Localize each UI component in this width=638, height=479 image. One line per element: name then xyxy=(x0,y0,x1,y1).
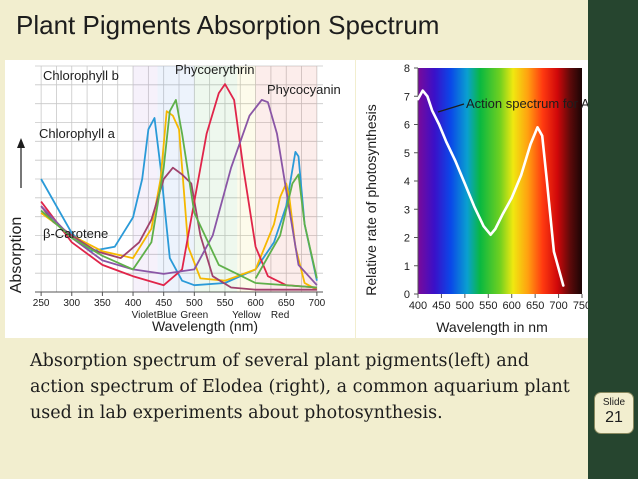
x-tick-label: 350 xyxy=(94,298,111,309)
x-tick-label: 500 xyxy=(186,298,203,309)
action-series xyxy=(416,89,565,287)
x-tick-label: 650 xyxy=(278,298,295,309)
x-tick-label: 700 xyxy=(309,298,326,309)
y-tick-label: 2 xyxy=(404,233,410,245)
series-line-chlorophyll-a xyxy=(40,117,318,287)
slide-badge-number: 21 xyxy=(605,409,623,426)
absorption-y-arrow-head xyxy=(17,138,25,148)
color-band-label: Yellow xyxy=(232,310,261,321)
series-line-chlorophyll-b xyxy=(40,110,318,291)
absorption-x-label: Wavelength (nm) xyxy=(152,318,258,334)
x-tick-label: 400 xyxy=(125,298,142,309)
action-ticks: 0 1 2 3 4 5 6 7 8 400 450 500 550 600 650 700 750 xyxy=(404,63,588,312)
y-tick-label: 1 xyxy=(404,261,410,273)
series-line-unlabeled-5 xyxy=(40,99,317,289)
x-tick-label: 600 xyxy=(503,300,521,312)
y-tick-label: 7 xyxy=(404,91,410,103)
x-tick-label: 300 xyxy=(63,298,80,309)
x-tick-label: 250 xyxy=(33,298,50,309)
y-tick-label: 6 xyxy=(404,120,410,132)
absorption-series xyxy=(40,83,318,291)
x-tick-label: 550 xyxy=(217,298,234,309)
action-x-label: Wavelength in nm xyxy=(436,319,548,335)
x-tick-label: 400 xyxy=(409,300,427,312)
x-tick-label: 600 xyxy=(247,298,264,309)
color-band-label: Green xyxy=(180,310,208,321)
x-tick-label: 550 xyxy=(479,300,497,312)
absorption-color-band-red xyxy=(255,66,317,292)
y-tick-label: 3 xyxy=(404,204,410,216)
action-y-label: Relative rate of photosynthesis xyxy=(363,104,379,295)
color-band-label: Blue xyxy=(157,310,177,321)
series-label-phycocyanin: Phycocyanin xyxy=(267,82,341,97)
x-tick-label: 450 xyxy=(432,300,450,312)
color-band-label: Violet xyxy=(132,310,157,321)
annotation-arrow xyxy=(437,103,465,113)
x-tick-label: 450 xyxy=(155,298,172,309)
absorption-color-band-violet xyxy=(133,66,158,292)
slide-caption: Absorption spectrum of several plant pig… xyxy=(30,351,570,423)
y-tick-label: 4 xyxy=(404,176,410,188)
absorption-grid xyxy=(35,65,323,293)
color-band-label: Red xyxy=(271,310,289,321)
y-tick-label: 5 xyxy=(404,148,410,160)
x-tick-label: 750 xyxy=(573,300,588,312)
absorption-y-label: Absorption xyxy=(8,217,25,294)
action-spectrum-chart: 0 1 2 3 4 5 6 7 8 400 450 500 550 600 650 700 750 Action… xyxy=(356,60,588,338)
series-line-unlabeled-6 xyxy=(254,173,318,279)
absorption-color-band-yellow xyxy=(237,66,256,292)
slide-badge-label: Slide xyxy=(602,397,626,408)
slide-title: Plant Pigments Absorption Spectrum xyxy=(16,10,440,40)
series-label-chlorophyll-a: Chlorophyll a xyxy=(39,126,116,141)
series-label-chlorophyll-b: Chlorophyll b xyxy=(43,68,119,83)
series-line-carotene xyxy=(40,166,317,291)
y-tick-label: 0 xyxy=(404,289,410,301)
absorption-x-ticks: 250 300 350 400 450 500 550 600 650 700 Violet Blue… xyxy=(33,292,326,321)
series-line-phycocyanin xyxy=(40,99,318,286)
y-tick-label: 8 xyxy=(404,63,410,75)
series-line-phycoerythrin xyxy=(40,83,317,289)
slide-number-badge: Slide 21 xyxy=(594,392,634,434)
action-spectrum-line xyxy=(416,89,565,287)
action-annotation: Action spectrum for Anacharis sp. xyxy=(466,96,588,111)
x-tick-label: 500 xyxy=(456,300,474,312)
absorption-chart: 250 300 350 400 450 500 550 600 650 700 Violet Blue… xyxy=(5,60,355,338)
x-tick-label: 700 xyxy=(549,300,567,312)
absorption-series-labels: Chlorophyll a Chlorophyll b β-Carotene Phyc… xyxy=(39,62,341,241)
x-tick-label: 650 xyxy=(526,300,544,312)
series-label-carotene: β-Carotene xyxy=(43,226,108,241)
series-label-phycoerythrin: Phycoerythrin xyxy=(175,62,254,77)
